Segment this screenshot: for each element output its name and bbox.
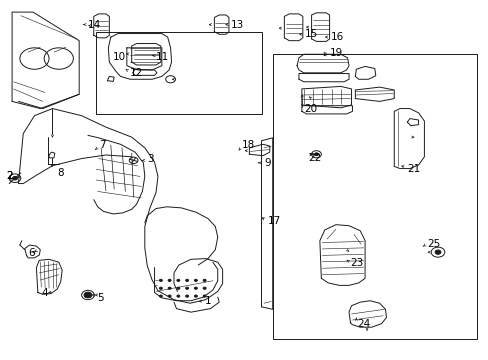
Text: 19: 19 (329, 48, 342, 58)
Circle shape (159, 295, 162, 297)
Circle shape (13, 176, 18, 180)
Circle shape (177, 279, 180, 282)
Bar (272, 54, 476, 339)
Circle shape (185, 295, 188, 297)
Text: 1: 1 (204, 296, 211, 306)
Text: 22: 22 (308, 153, 321, 163)
Text: 8: 8 (57, 168, 64, 178)
Circle shape (203, 287, 205, 289)
Circle shape (314, 153, 318, 156)
Circle shape (434, 250, 440, 254)
Text: 15: 15 (305, 29, 318, 39)
Circle shape (159, 279, 162, 282)
Circle shape (185, 287, 188, 289)
Circle shape (185, 279, 188, 282)
Text: 24: 24 (357, 319, 370, 329)
Circle shape (159, 287, 162, 289)
Text: 6: 6 (29, 248, 35, 258)
Text: 21: 21 (407, 164, 420, 174)
Text: 5: 5 (98, 293, 104, 303)
Text: 14: 14 (88, 19, 101, 30)
Circle shape (168, 287, 171, 289)
Text: 10: 10 (113, 52, 126, 62)
Circle shape (194, 279, 197, 282)
Circle shape (203, 295, 205, 297)
Text: 11: 11 (156, 52, 169, 62)
Text: 2: 2 (6, 171, 13, 181)
Text: 7: 7 (99, 140, 105, 150)
Circle shape (194, 295, 197, 297)
Text: 16: 16 (330, 32, 344, 42)
Text: 4: 4 (41, 288, 48, 297)
Circle shape (168, 279, 171, 282)
Text: 23: 23 (350, 258, 363, 268)
Text: 17: 17 (267, 216, 281, 226)
Text: 25: 25 (426, 239, 439, 249)
Circle shape (84, 292, 92, 298)
Circle shape (168, 295, 171, 297)
Circle shape (177, 295, 180, 297)
Text: 20: 20 (303, 104, 316, 114)
Text: 12: 12 (130, 68, 143, 78)
Text: 9: 9 (264, 158, 270, 168)
Text: 18: 18 (242, 140, 255, 150)
Text: 13: 13 (230, 19, 244, 30)
Circle shape (177, 287, 180, 289)
Text: 3: 3 (147, 154, 154, 164)
Circle shape (194, 287, 197, 289)
Bar (96, 32, 261, 114)
Text: 2: 2 (6, 171, 13, 181)
Circle shape (203, 279, 205, 282)
